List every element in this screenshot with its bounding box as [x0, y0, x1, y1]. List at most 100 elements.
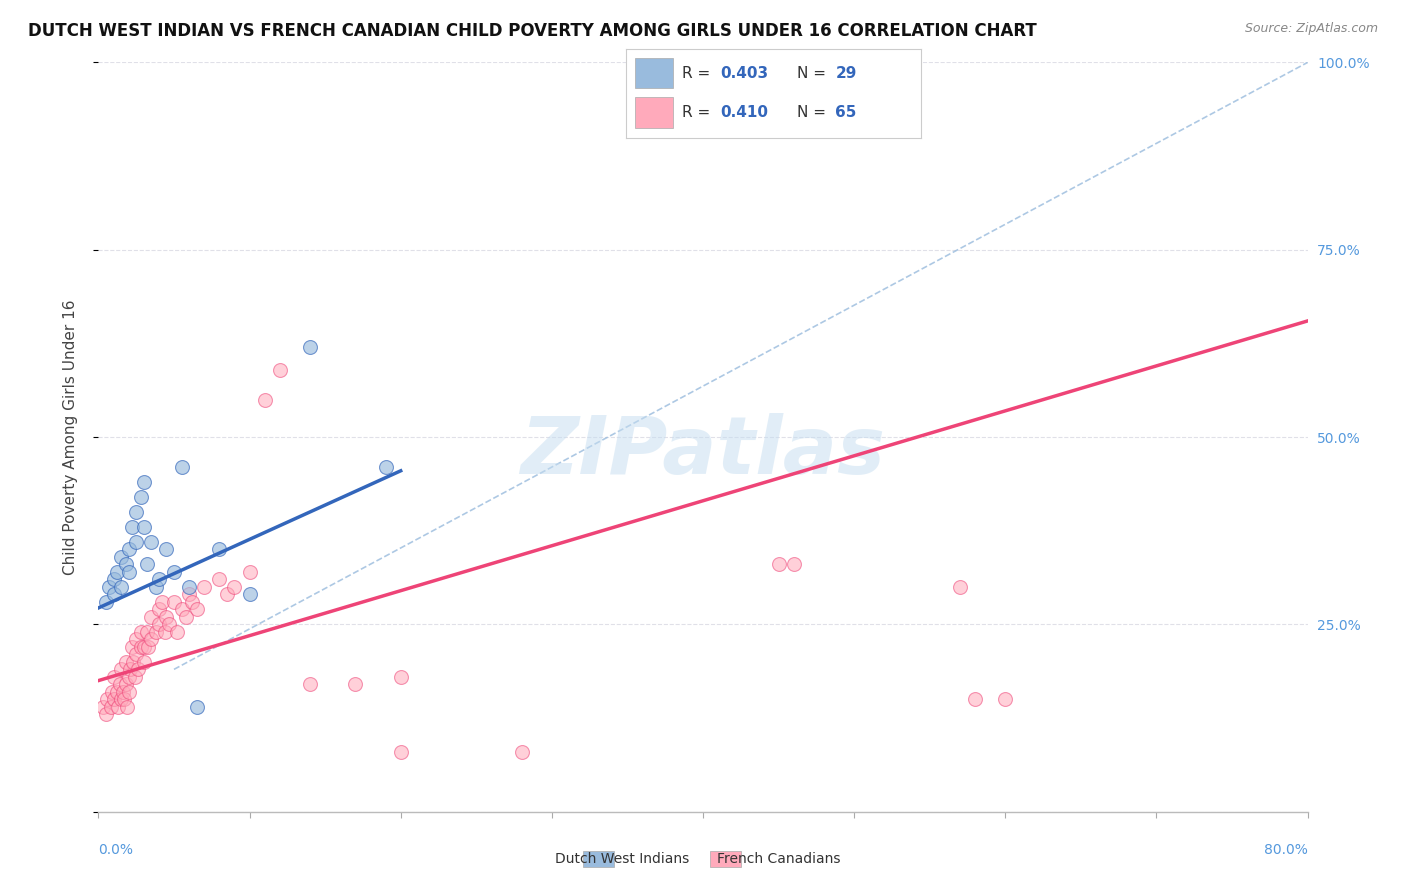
- Point: [179, 580, 201, 594]
- Point: [105, 685, 128, 699]
- Point: [148, 617, 170, 632]
- Point: [132, 655, 155, 669]
- Point: [103, 587, 125, 601]
- Point: [135, 624, 157, 639]
- Point: [193, 580, 215, 594]
- Point: [103, 692, 125, 706]
- Point: [118, 670, 141, 684]
- Point: [110, 662, 132, 676]
- Point: [239, 565, 262, 579]
- Text: Source: ZipAtlas.com: Source: ZipAtlas.com: [1244, 22, 1378, 36]
- Point: [208, 573, 231, 587]
- Point: [166, 624, 188, 639]
- Point: [132, 520, 155, 534]
- Point: [150, 595, 173, 609]
- Point: [98, 580, 121, 594]
- Point: [110, 580, 132, 594]
- Point: [129, 640, 152, 654]
- Point: [153, 624, 176, 639]
- Point: [94, 707, 117, 722]
- Text: 0.410: 0.410: [720, 105, 768, 120]
- Point: [208, 542, 231, 557]
- Point: [103, 670, 125, 684]
- Point: [112, 692, 135, 706]
- Point: [159, 617, 181, 632]
- Text: N =: N =: [797, 66, 831, 80]
- Point: [105, 565, 128, 579]
- Point: [125, 632, 148, 647]
- Text: Dutch West Indians: Dutch West Indians: [555, 852, 689, 866]
- Point: [141, 610, 163, 624]
- Text: R =: R =: [682, 105, 714, 120]
- Point: [129, 624, 152, 639]
- Point: [239, 587, 262, 601]
- Point: [145, 624, 167, 639]
- Point: [125, 535, 148, 549]
- Point: [136, 640, 159, 654]
- Y-axis label: Child Poverty Among Girls Under 16: Child Poverty Among Girls Under 16: [63, 300, 77, 574]
- Point: [215, 587, 238, 601]
- Point: [155, 610, 177, 624]
- Point: [170, 602, 193, 616]
- Point: [389, 670, 412, 684]
- Point: [121, 640, 143, 654]
- Point: [120, 662, 142, 676]
- Point: [374, 460, 396, 475]
- Point: [163, 595, 186, 609]
- Point: [965, 692, 987, 706]
- Point: [115, 699, 138, 714]
- Point: [100, 699, 122, 714]
- Point: [344, 677, 367, 691]
- Point: [186, 602, 208, 616]
- Point: [129, 490, 152, 504]
- Point: [768, 558, 790, 572]
- Point: [125, 648, 148, 662]
- Point: [121, 520, 143, 534]
- Point: [111, 685, 134, 699]
- Point: [101, 685, 124, 699]
- Point: [114, 677, 136, 691]
- Point: [135, 558, 157, 572]
- Text: 29: 29: [835, 66, 856, 80]
- Text: French Canadians: French Canadians: [717, 852, 841, 866]
- Text: 0.0%: 0.0%: [98, 843, 134, 857]
- Point: [110, 549, 132, 564]
- Text: R =: R =: [682, 66, 714, 80]
- Point: [148, 602, 170, 616]
- Point: [132, 640, 155, 654]
- Text: DUTCH WEST INDIAN VS FRENCH CANADIAN CHILD POVERTY AMONG GIRLS UNDER 16 CORRELAT: DUTCH WEST INDIAN VS FRENCH CANADIAN CHI…: [28, 22, 1036, 40]
- Point: [510, 745, 533, 759]
- Point: [91, 699, 114, 714]
- Point: [145, 580, 167, 594]
- Point: [118, 685, 141, 699]
- Text: 65: 65: [835, 105, 856, 120]
- Bar: [634, 58, 673, 88]
- Text: N =: N =: [797, 105, 831, 120]
- Point: [949, 580, 972, 594]
- Point: [108, 677, 131, 691]
- Point: [107, 699, 129, 714]
- Point: [124, 670, 146, 684]
- Point: [163, 565, 186, 579]
- Point: [127, 662, 149, 676]
- Point: [118, 542, 141, 557]
- Point: [141, 632, 163, 647]
- Text: 0.403: 0.403: [720, 66, 768, 80]
- Point: [118, 565, 141, 579]
- Point: [94, 595, 117, 609]
- Point: [253, 392, 276, 407]
- Point: [269, 362, 291, 376]
- Point: [186, 699, 208, 714]
- Point: [170, 460, 193, 475]
- Point: [179, 587, 201, 601]
- Bar: [634, 97, 673, 128]
- Point: [224, 580, 246, 594]
- Point: [141, 535, 163, 549]
- Point: [103, 573, 125, 587]
- Text: ZIPatlas: ZIPatlas: [520, 413, 886, 491]
- Point: [181, 595, 204, 609]
- Point: [174, 610, 197, 624]
- Point: [122, 655, 145, 669]
- Point: [299, 340, 322, 354]
- Point: [994, 692, 1017, 706]
